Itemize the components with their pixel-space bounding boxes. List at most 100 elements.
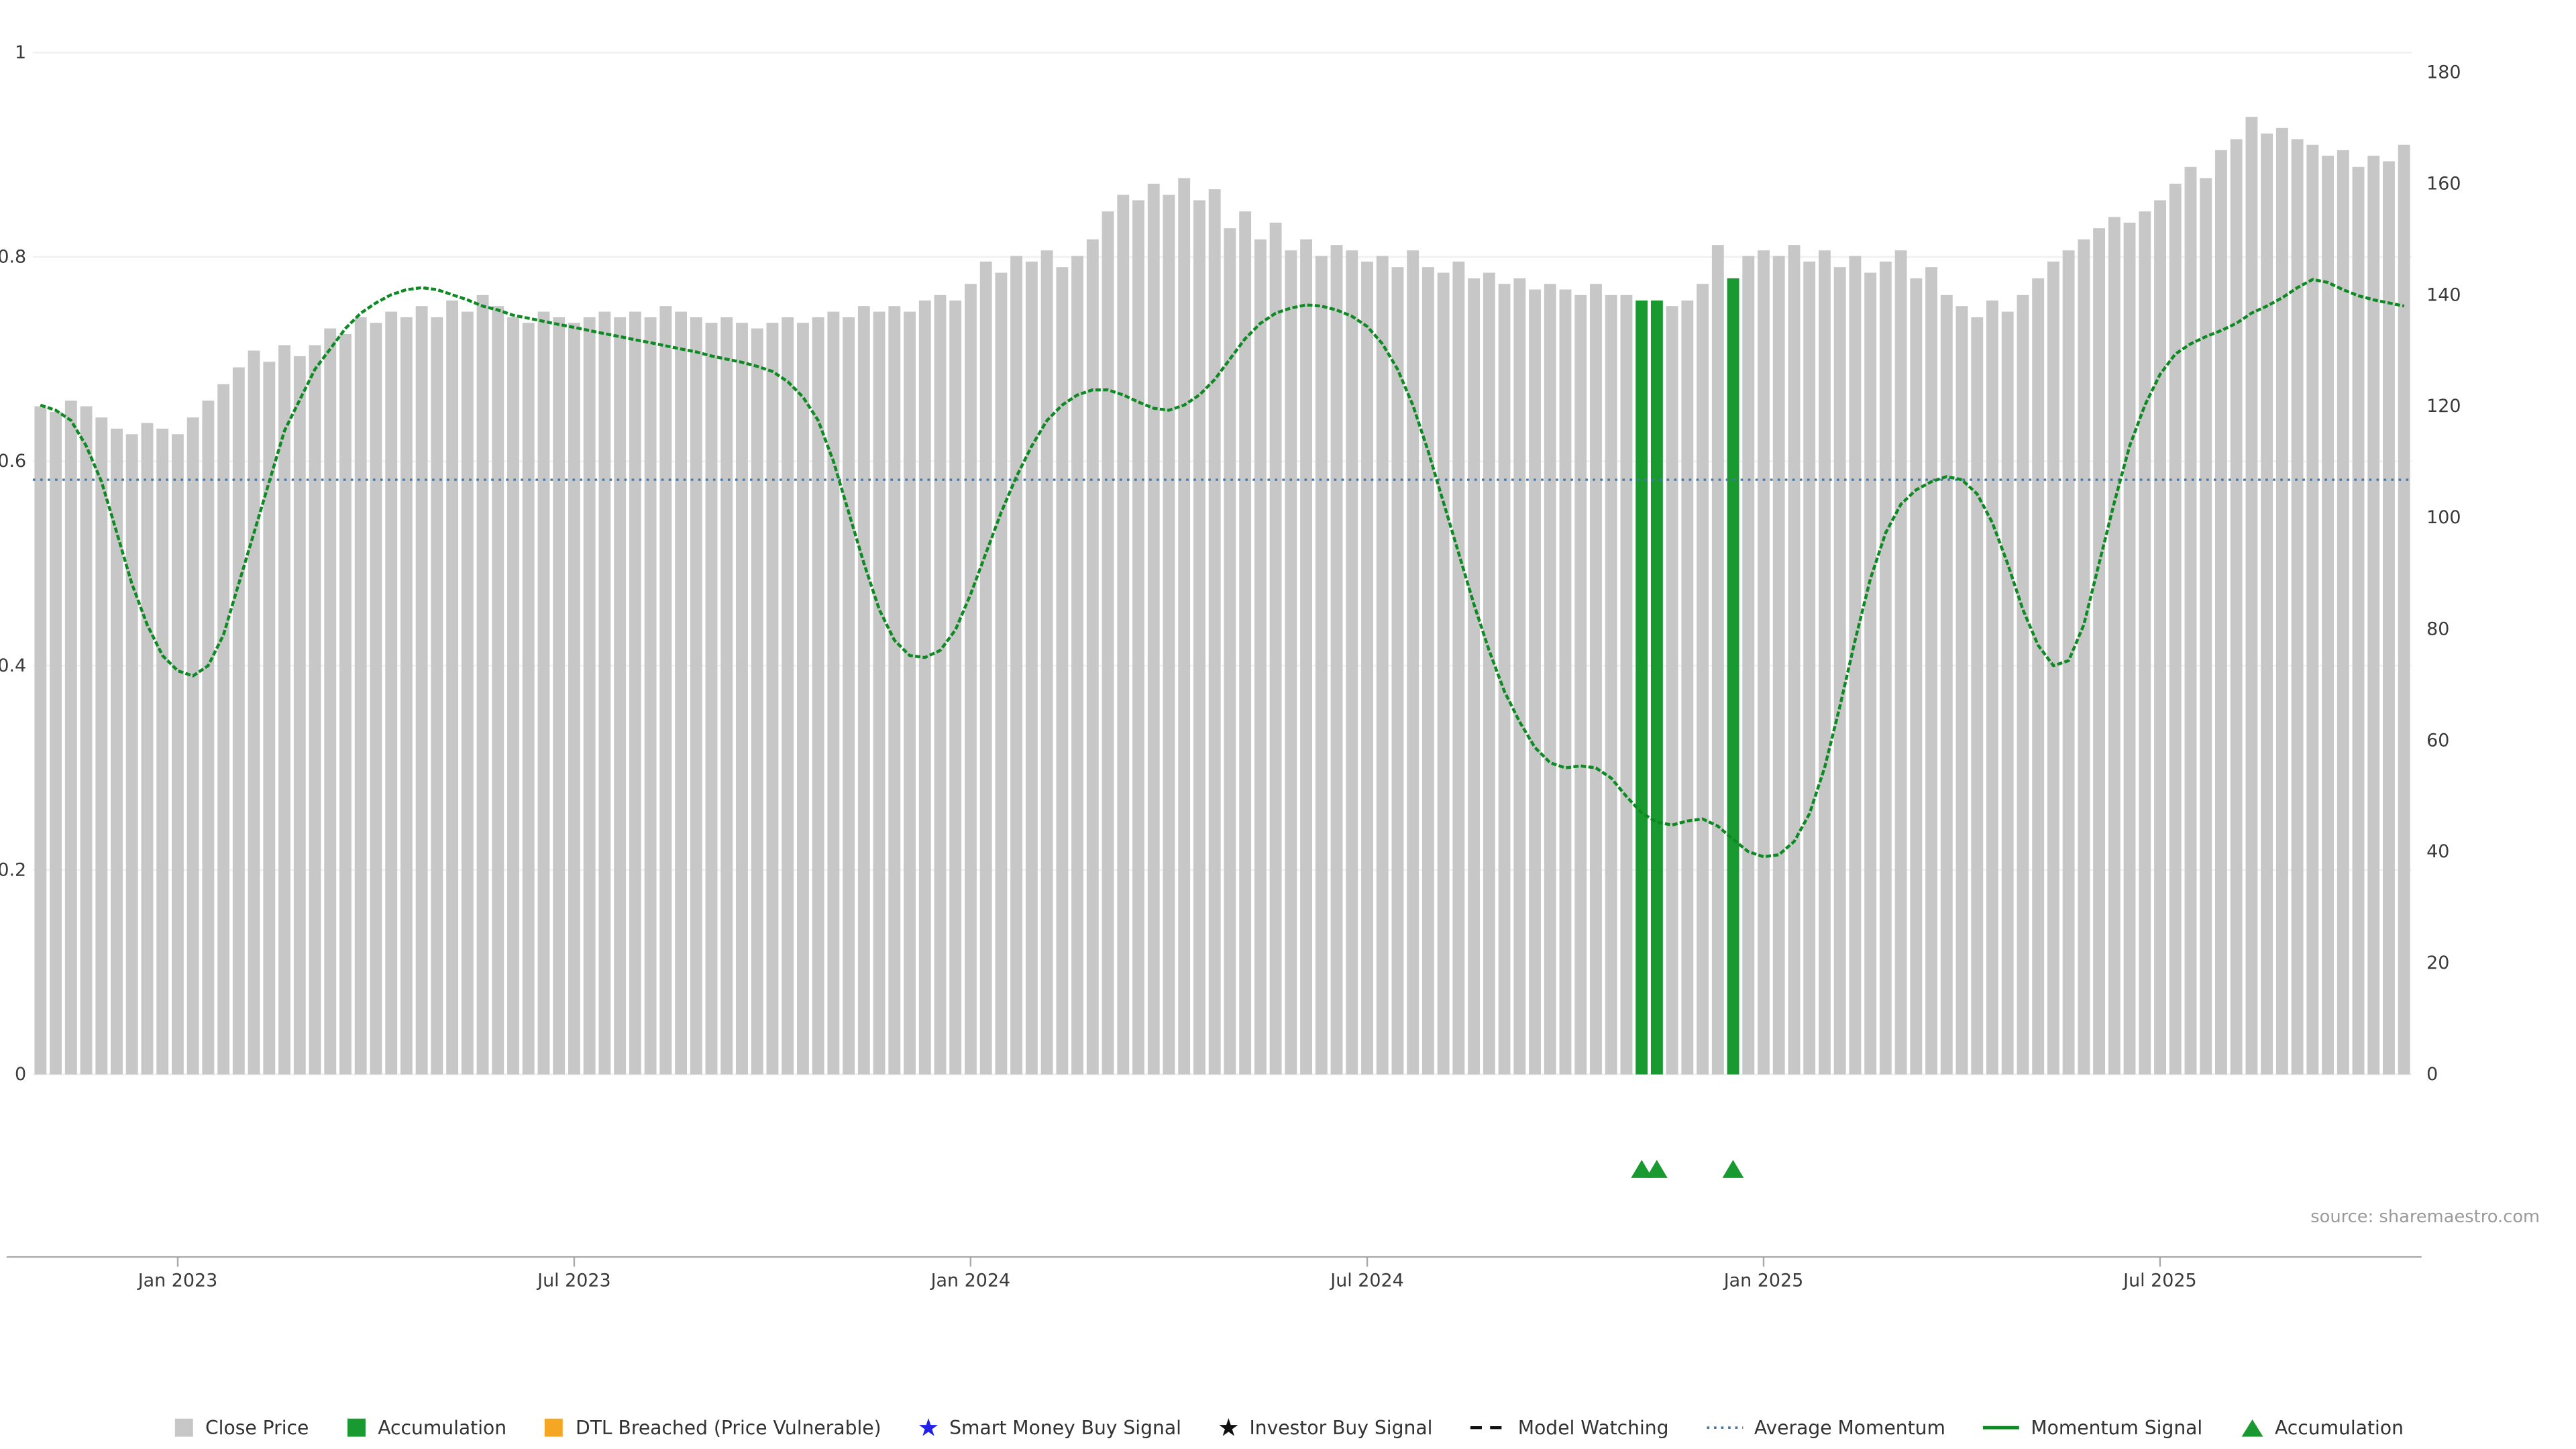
close-price-bar	[2093, 228, 2106, 1075]
close-price-bar	[461, 311, 474, 1075]
close-price-bar	[827, 311, 840, 1075]
close-price-bar	[873, 311, 885, 1075]
accumulation-triangle-icon	[1646, 1159, 1668, 1178]
legend-item-dtl-breached-price-vulnerable[interactable]: DTL Breached (Price Vulnerable)	[543, 1416, 881, 1439]
close-price-bar	[857, 306, 870, 1075]
close-price-bar	[232, 367, 245, 1075]
legend-item-average-momentum[interactable]: Average Momentum	[1705, 1416, 1945, 1439]
accumulation-markers	[1631, 1159, 1744, 1178]
legend-label: Investor Buy Signal	[1249, 1416, 1433, 1440]
close-price-bar	[690, 317, 702, 1075]
close-price-bar	[1697, 284, 1709, 1075]
right-axis-tick-label: 140	[2426, 284, 2461, 305]
close-price-bar	[248, 350, 260, 1075]
close-price-bar	[965, 284, 977, 1075]
close-price-bar	[1498, 284, 1511, 1075]
legend-label: Momentum Signal	[2031, 1416, 2203, 1440]
blue-star-icon: ★	[917, 1413, 940, 1443]
close-price-bar	[2306, 144, 2319, 1075]
close-price-bar	[446, 300, 459, 1075]
legend-item-momentum-signal[interactable]: Momentum Signal	[1982, 1416, 2202, 1439]
close-price-bar	[1391, 267, 1404, 1075]
close-price-bar	[1758, 250, 1770, 1075]
x-axis-tick-label: Jan 2024	[930, 1271, 1011, 1291]
close-price-bar	[2001, 311, 2014, 1075]
close-price-bar	[1224, 228, 1236, 1075]
close-price-bars	[34, 117, 2410, 1075]
dotted-line-icon	[1706, 1426, 1743, 1430]
close-price-bar	[751, 328, 763, 1075]
close-price-bar	[1468, 278, 1481, 1075]
close-price-bar	[1117, 195, 1130, 1075]
close-price-bar	[2047, 261, 2059, 1075]
close-price-bar	[736, 323, 748, 1075]
close-price-bar	[918, 300, 931, 1075]
legend-item-smart-money-buy-signal[interactable]: ★ Smart Money Buy Signal	[917, 1413, 1181, 1443]
close-price-bar	[1132, 200, 1144, 1075]
right-axis-tick-label: 120	[2426, 396, 2461, 417]
gridlines	[32, 52, 2412, 1075]
close-price-bar	[568, 323, 580, 1075]
close-price-bar	[2154, 200, 2166, 1075]
x-axis-tick-label: Jan 2025	[1723, 1271, 1804, 1291]
green-square-icon	[347, 1418, 366, 1437]
left-axis-tick-label: 0.4	[0, 655, 26, 676]
close-price-bar	[2139, 211, 2151, 1075]
close-price-bar	[2062, 250, 2075, 1075]
close-price-bar	[1940, 294, 1953, 1075]
close-price-bar	[2123, 222, 2136, 1075]
close-price-bar	[2200, 178, 2212, 1075]
close-price-bar	[1376, 256, 1389, 1075]
accumulation-bar	[1650, 300, 1663, 1075]
legend-item-close-price[interactable]: Close Price	[172, 1416, 309, 1439]
close-price-bar	[2184, 166, 2197, 1075]
close-price-bar	[156, 428, 169, 1075]
close-price-bar	[766, 323, 779, 1075]
close-price-bar	[1590, 284, 1602, 1075]
close-price-bar	[1040, 250, 1053, 1075]
close-price-bar	[278, 345, 290, 1075]
close-price-bar	[1742, 256, 1755, 1075]
close-price-bar	[2398, 144, 2410, 1075]
right-axis-tick-label: 180	[2426, 62, 2461, 83]
close-price-bar	[476, 294, 489, 1075]
close-price-bar	[293, 356, 306, 1075]
close-price-bar	[324, 328, 337, 1075]
close-price-bar	[782, 317, 794, 1075]
legend-item-investor-buy-signal[interactable]: ★ Investor Buy Signal	[1217, 1413, 1433, 1443]
close-price-bar	[1803, 261, 1816, 1075]
close-price-bar	[2230, 139, 2243, 1075]
legend-item-accumulation[interactable]: Accumulation	[345, 1416, 506, 1439]
close-price-bar	[1086, 239, 1099, 1075]
close-price-bar	[888, 306, 901, 1075]
close-price-bar	[995, 272, 1008, 1075]
right-axis-tick-label: 20	[2426, 953, 2449, 973]
close-price-bar	[80, 406, 93, 1075]
close-price-bar	[675, 311, 688, 1075]
legend-label: Model Watching	[1517, 1416, 1669, 1440]
close-price-bar	[583, 317, 596, 1075]
close-price-bar	[400, 317, 413, 1075]
left-axis-tick-label: 0	[15, 1064, 26, 1085]
close-price-bar	[2337, 150, 2349, 1075]
close-price-bar	[2352, 166, 2365, 1075]
close-price-bar	[2275, 127, 2288, 1075]
right-axis-tick-label: 80	[2426, 619, 2449, 639]
legend-item-accumulation[interactable]: Accumulation	[2239, 1416, 2404, 1439]
legend-item-model-watching[interactable]: Model Watching	[1468, 1416, 1669, 1440]
close-price-bar	[1818, 250, 1831, 1075]
close-price-bar	[1711, 245, 1724, 1075]
close-price-bar	[1529, 289, 1541, 1075]
close-price-bar	[522, 323, 535, 1075]
close-price-bar	[644, 317, 657, 1075]
close-price-bar	[1315, 256, 1328, 1075]
close-price-bar	[1681, 300, 1694, 1075]
close-price-bar	[843, 317, 855, 1075]
close-price-bar	[1605, 294, 1617, 1075]
black-star-icon: ★	[1217, 1413, 1240, 1443]
close-price-bar	[34, 406, 47, 1075]
close-price-bar	[1788, 245, 1801, 1075]
close-price-bar	[1071, 256, 1084, 1075]
close-price-bar	[111, 428, 123, 1075]
right-axis-tick-label: 60	[2426, 730, 2449, 751]
